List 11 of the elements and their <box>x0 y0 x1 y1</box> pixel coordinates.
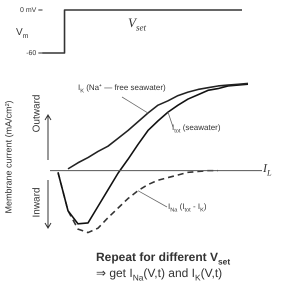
y-axis-title: Membrane current (mA/cm²) <box>3 100 14 214</box>
text: I$_{Na}$ (I$_{tot}$ - I$_{K}$) <box>168 202 206 214</box>
text: Inward <box>32 187 43 218</box>
series-label: I$_{K}$ (Na⁺ — free seawater) <box>78 83 166 95</box>
text: Outward <box>31 94 42 132</box>
y-axis-title: V$_{m}$ <box>16 27 29 40</box>
annotation: V$_{set}$ <box>128 15 146 33</box>
ref-line-label: I$_{L}$ <box>263 161 272 178</box>
series-label: I$_{tot}$ (seawater) <box>172 123 220 135</box>
text: Repeat for different V$_{set}$ <box>96 250 230 266</box>
text: ⇒ get I$_{Na}$(V,t) and I$_{K}$(V,t) <box>96 266 222 282</box>
